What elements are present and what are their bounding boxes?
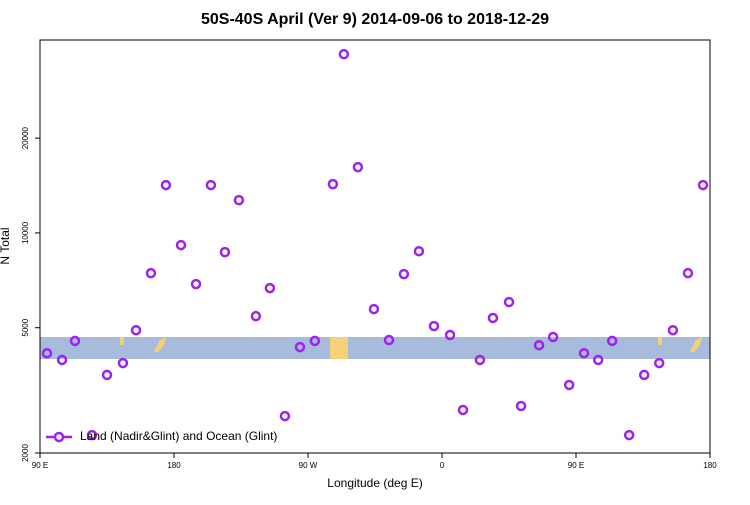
point bbox=[444, 329, 456, 341]
point bbox=[219, 246, 231, 258]
x-tick-label: 180 bbox=[703, 461, 717, 470]
point bbox=[279, 410, 291, 422]
point bbox=[352, 161, 364, 173]
point bbox=[547, 331, 559, 343]
point bbox=[264, 282, 276, 294]
surface-strip bbox=[40, 337, 710, 359]
point bbox=[623, 429, 635, 441]
point bbox=[667, 324, 679, 336]
point bbox=[474, 354, 486, 366]
point bbox=[160, 179, 172, 191]
point bbox=[606, 335, 618, 347]
y-tick-label: 20000 bbox=[21, 126, 30, 149]
point bbox=[145, 267, 157, 279]
point bbox=[428, 320, 440, 332]
x-tick-label: 90 E bbox=[568, 461, 584, 470]
point bbox=[130, 324, 142, 336]
point bbox=[233, 194, 245, 206]
point bbox=[69, 335, 81, 347]
point bbox=[515, 400, 527, 412]
point bbox=[205, 179, 217, 191]
point bbox=[117, 357, 129, 369]
x-tick-label: 90 E bbox=[32, 461, 48, 470]
point bbox=[309, 335, 321, 347]
point bbox=[457, 404, 469, 416]
point bbox=[56, 354, 68, 366]
point bbox=[697, 179, 709, 191]
point bbox=[41, 347, 53, 359]
x-tick-label: 90 W bbox=[299, 461, 318, 470]
point bbox=[563, 379, 575, 391]
legend-marker bbox=[53, 431, 65, 443]
point bbox=[592, 354, 604, 366]
y-axis-label: N Total bbox=[0, 227, 12, 264]
point bbox=[327, 178, 339, 190]
y-tick-label: 10000 bbox=[21, 221, 30, 244]
point bbox=[578, 347, 590, 359]
point bbox=[503, 296, 515, 308]
plot-frame bbox=[39, 39, 711, 454]
point bbox=[413, 245, 425, 257]
point bbox=[250, 310, 262, 322]
x-axis-label: Longitude (deg E) bbox=[327, 476, 422, 490]
y-tick-label: 5000 bbox=[21, 318, 30, 336]
point bbox=[682, 267, 694, 279]
legend-label: Land (Nadir&Glint) and Ocean (Glint) bbox=[80, 429, 277, 443]
point bbox=[653, 357, 665, 369]
x-tick-label: 180 bbox=[167, 461, 181, 470]
point bbox=[533, 339, 545, 351]
x-tick-label: 0 bbox=[440, 461, 445, 470]
point bbox=[338, 48, 350, 60]
point bbox=[368, 303, 380, 315]
point bbox=[101, 369, 113, 381]
point bbox=[638, 369, 650, 381]
point bbox=[190, 278, 202, 290]
y-tick-label: 2000 bbox=[21, 444, 30, 462]
point bbox=[398, 268, 410, 280]
point bbox=[175, 239, 187, 251]
point bbox=[86, 429, 98, 441]
point bbox=[383, 334, 395, 346]
point bbox=[294, 341, 306, 353]
point bbox=[487, 312, 499, 324]
chart-title: 50S-40S April (Ver 9) 2014-09-06 to 2018… bbox=[201, 11, 549, 28]
